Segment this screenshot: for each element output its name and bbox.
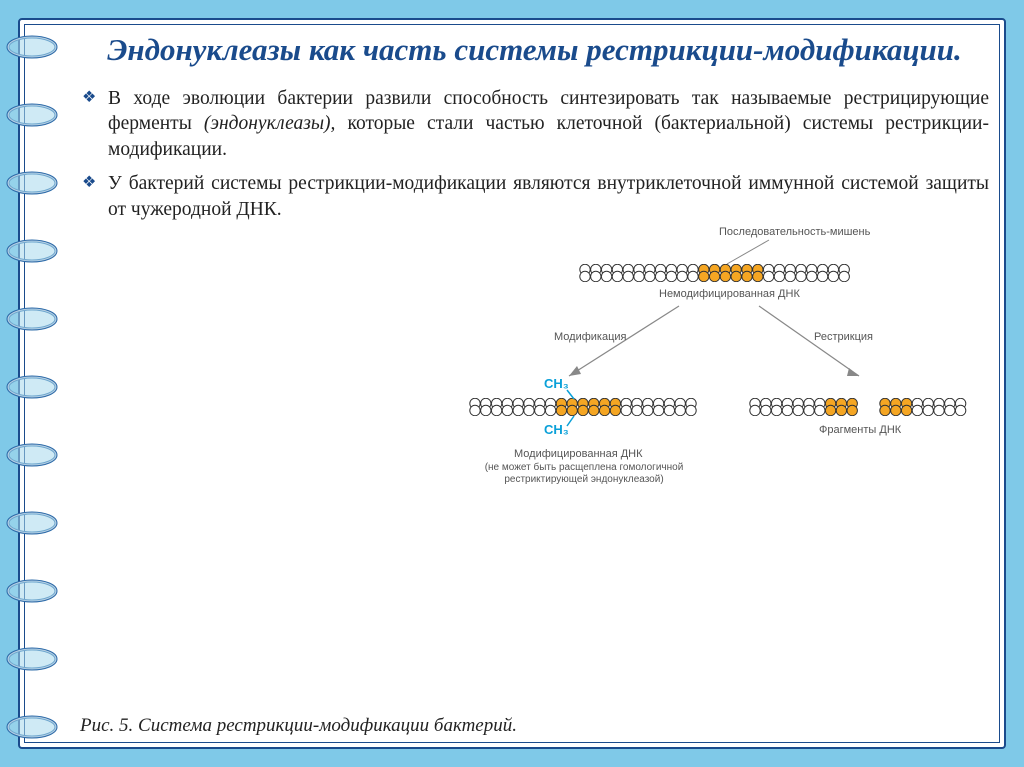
figure-caption: Рис. 5. Система рестрикции-модификации б… xyxy=(80,715,517,737)
binder-ring xyxy=(2,578,58,604)
binder-ring xyxy=(2,442,58,468)
diagram-area: Последовательность-мишень Немодифицирова… xyxy=(80,226,989,521)
bullet-list: В ходе эволюции бактерии развили способн… xyxy=(80,86,989,223)
binder-ring xyxy=(2,646,58,672)
binder-ring xyxy=(2,306,58,332)
binder-ring xyxy=(2,714,58,740)
ch3-lines xyxy=(459,226,979,521)
bullet-item: У бактерий системы рестрикции-модификаци… xyxy=(80,171,989,222)
bullet-item: В ходе эволюции бактерии развили способн… xyxy=(80,86,989,163)
binder-ring xyxy=(2,374,58,400)
restriction-diagram: Последовательность-мишень Немодифицирова… xyxy=(459,226,979,521)
binder-ring xyxy=(2,510,58,536)
spiral-binding xyxy=(2,34,60,740)
binder-ring xyxy=(2,238,58,264)
binder-ring xyxy=(2,170,58,196)
slide-content: Эндонуклеазы как часть системы рестрикци… xyxy=(80,32,989,737)
binder-ring xyxy=(2,34,58,60)
binder-ring xyxy=(2,102,58,128)
page-title: Эндонуклеазы как часть системы рестрикци… xyxy=(80,32,989,68)
